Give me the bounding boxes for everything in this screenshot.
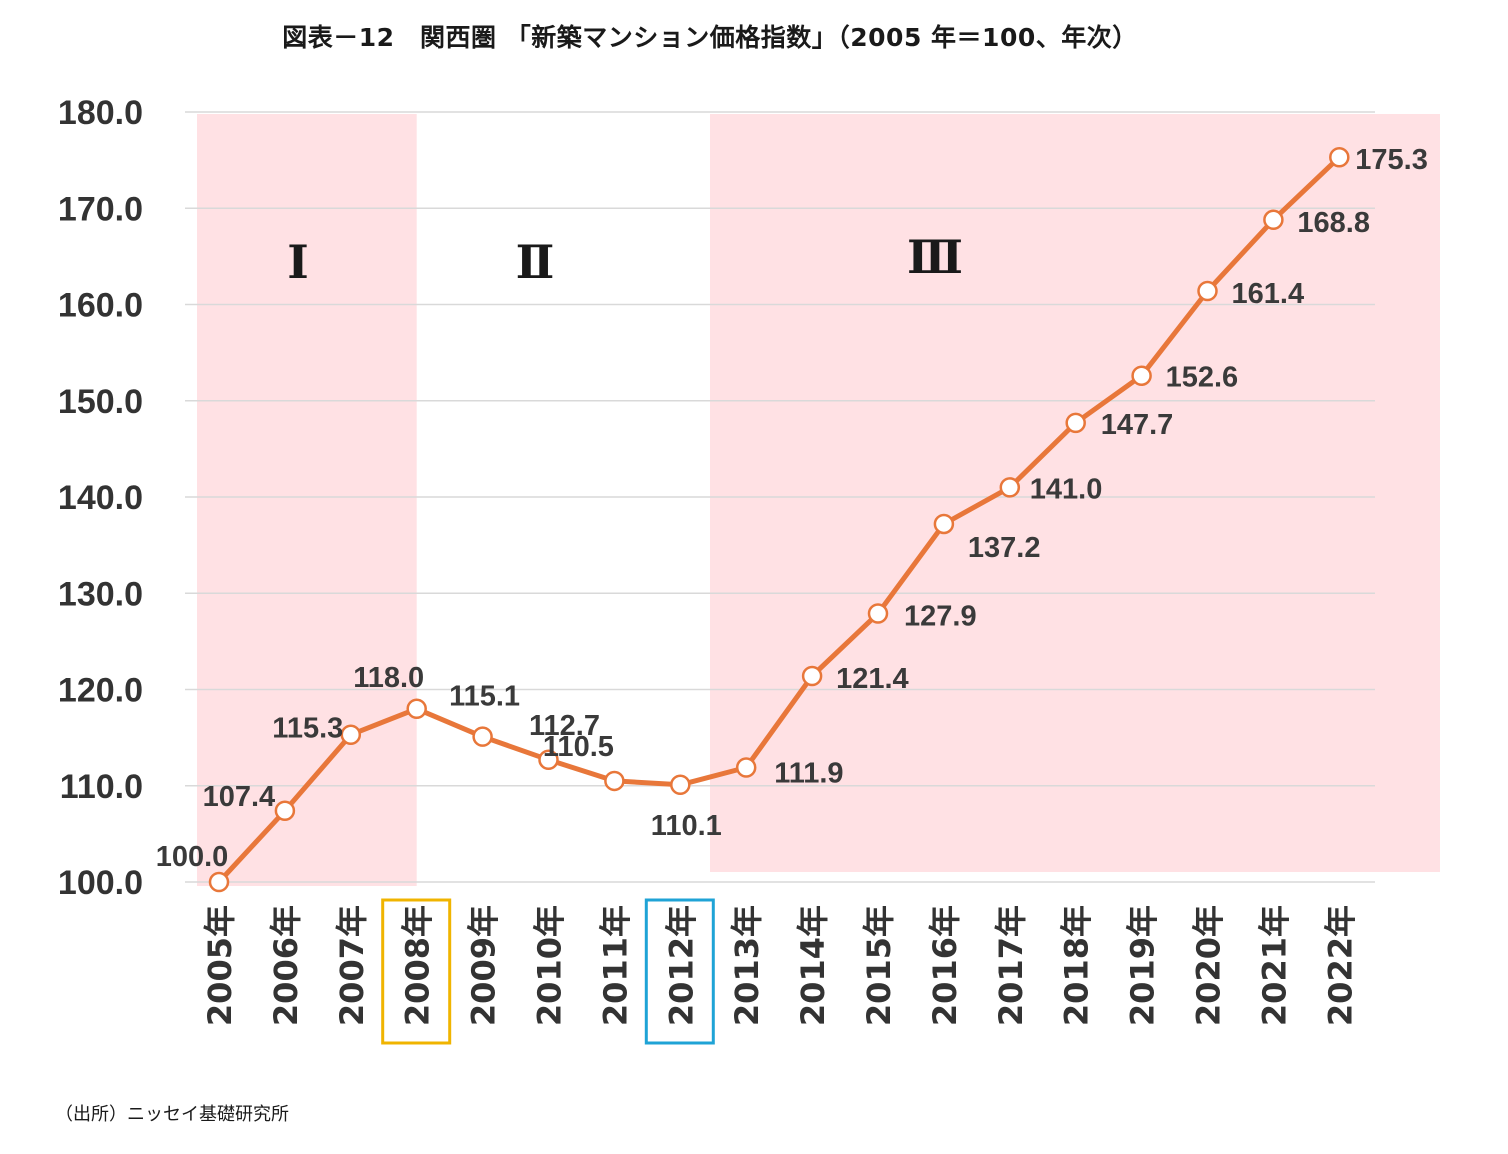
phase-label-3: Ⅲ [907, 230, 963, 284]
data-point [208, 871, 230, 893]
data-point [604, 770, 625, 792]
highlight-box-2012 [644, 898, 715, 1045]
x-tick-label: 2009年 [465, 905, 503, 1026]
data-point [1131, 365, 1152, 386]
data-point [1263, 209, 1284, 231]
y-tick-label: 130.0 [58, 575, 143, 613]
data-point [406, 698, 427, 719]
x-tick-label: 2007年 [333, 905, 371, 1026]
data-label: 110.1 [651, 810, 722, 842]
highlight-box-2008 [381, 898, 452, 1045]
data-point [801, 665, 823, 687]
data-point [1197, 280, 1218, 302]
x-tick-label: 2013年 [728, 905, 766, 1026]
x-tick-label: 2006年 [267, 905, 305, 1026]
y-tick-label: 150.0 [58, 383, 143, 421]
data-point [670, 774, 691, 796]
x-tick-label: 2017年 [992, 905, 1030, 1026]
phase-label-1: Ⅰ [287, 235, 309, 289]
x-tick-label: 2020年 [1190, 905, 1228, 1026]
x-tick-label: 2018年 [1058, 905, 1096, 1026]
data-label: 121.4 [836, 663, 909, 695]
data-label: 112.7 [529, 710, 600, 742]
data-label: 161.4 [1232, 278, 1305, 310]
x-tick-label: 2005年 [201, 905, 239, 1026]
x-tick-label: 2008年 [399, 905, 437, 1026]
data-label: 152.6 [1166, 362, 1239, 394]
y-tick-label: 180.0 [58, 94, 143, 132]
data-point [933, 513, 955, 535]
data-point [538, 749, 559, 771]
data-label: 100.0 [156, 841, 229, 873]
data-label: 168.8 [1297, 207, 1370, 239]
x-tick-label: 2021年 [1255, 905, 1293, 1026]
x-tick-label: 2022年 [1321, 905, 1359, 1026]
data-label: 118.0 [353, 662, 424, 694]
data-point [472, 726, 493, 747]
x-tick-label: 2016年 [926, 905, 964, 1026]
data-point [735, 757, 757, 778]
data-label: 147.7 [1101, 409, 1174, 441]
x-tick-label: 2015年 [860, 905, 898, 1026]
x-tick-label: 2014年 [794, 905, 832, 1026]
data-label: 115.3 [272, 713, 343, 745]
x-tick-label: 2010年 [531, 905, 569, 1026]
data-point [340, 724, 362, 745]
x-tick-label: 2011年 [596, 905, 634, 1026]
data-label: 137.2 [968, 532, 1041, 564]
phase-shade-3 [710, 114, 1440, 872]
data-label: 107.4 [203, 781, 276, 813]
data-point [1329, 146, 1350, 168]
series-line [217, 155, 1342, 884]
y-tick-label: 140.0 [58, 479, 143, 517]
data-label: 175.3 [1355, 144, 1428, 176]
data-point [274, 800, 296, 822]
data-label: 111.9 [774, 757, 843, 789]
x-tick-label: 2019年 [1124, 905, 1162, 1026]
y-tick-label: 110.0 [60, 768, 143, 806]
data-label: 141.0 [1030, 473, 1103, 505]
y-tick-label: 170.0 [58, 190, 143, 228]
y-tick-label: 100.0 [58, 864, 143, 902]
data-label: 115.1 [449, 681, 520, 713]
data-point [999, 477, 1021, 498]
source-note: （出所）ニッセイ基礎研究所 [55, 1104, 289, 1125]
data-point [867, 603, 889, 624]
data-label: 127.9 [904, 600, 977, 632]
phase-shade-1 [197, 114, 417, 886]
y-tick-label: 160.0 [58, 287, 143, 325]
y-tick-label: 120.0 [58, 672, 143, 710]
x-tick-label: 2012年 [662, 905, 700, 1026]
data-point [1065, 412, 1086, 434]
chart-title: 図表－12 関西圏 「新築マンション価格指数」（2005 年＝100、年次） [282, 23, 1138, 52]
phase-label-2: Ⅱ [516, 235, 555, 289]
data-label: 110.5 [543, 731, 614, 763]
